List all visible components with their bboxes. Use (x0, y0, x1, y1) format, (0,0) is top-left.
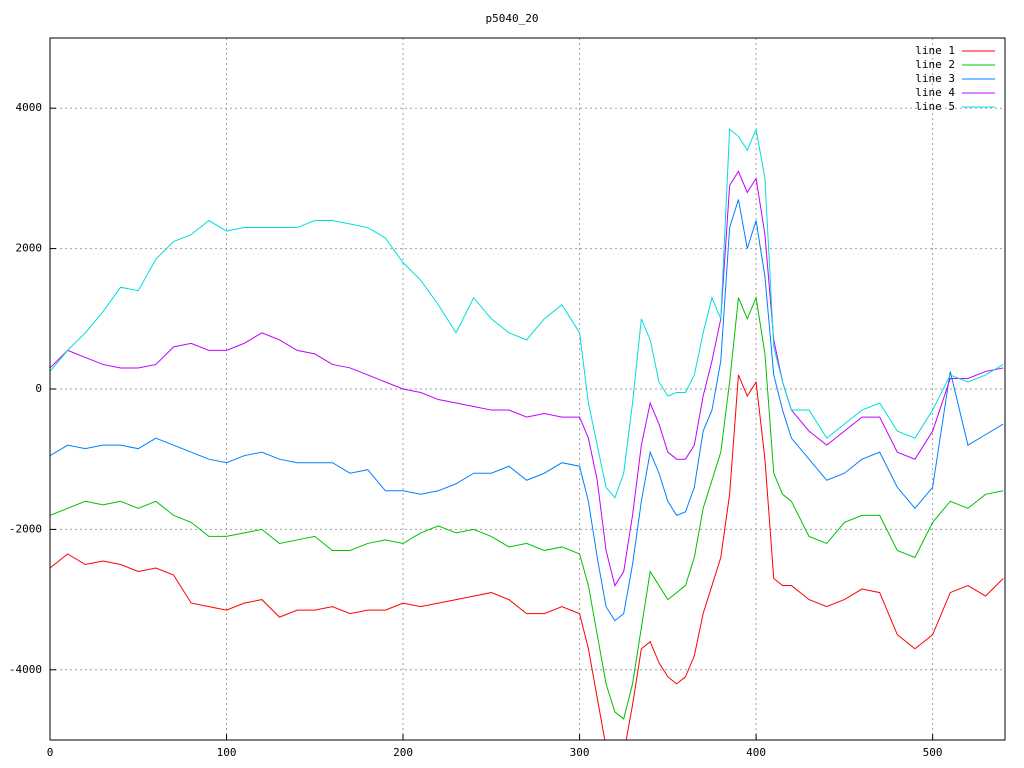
grid: 0 100 200 300 400 500 -4000 -2000 0 2000 4000 (9, 38, 1005, 759)
y-tick-label: -4000 (9, 663, 42, 676)
data-line (50, 295, 1004, 720)
legend-label: line 1 (915, 44, 955, 57)
data-line (50, 170, 1004, 587)
data-line (50, 199, 1004, 622)
legend-label: line 5 (915, 100, 955, 113)
x-tick-label: 200 (393, 746, 413, 759)
x-tick-label: 300 (570, 746, 590, 759)
legend-label: line 3 (915, 72, 955, 85)
x-tick-label: 100 (217, 746, 237, 759)
x-tick-label: 500 (923, 746, 943, 759)
legend-label: line 2 (915, 58, 955, 71)
legend-label: line 4 (915, 86, 955, 99)
x-tick-label: 400 (746, 746, 766, 759)
x-tick-label: 0 (47, 746, 54, 759)
data-line (50, 127, 1004, 499)
y-tick-label: 4000 (16, 101, 43, 114)
y-tick-label: -2000 (9, 522, 42, 535)
data-line (50, 374, 1004, 740)
y-tick-label: 0 (35, 382, 42, 395)
plot-border (49, 37, 1006, 741)
plot-area (50, 127, 1004, 740)
chart-title: p5040_20 (486, 12, 539, 25)
y-tick-label: 2000 (16, 242, 43, 255)
